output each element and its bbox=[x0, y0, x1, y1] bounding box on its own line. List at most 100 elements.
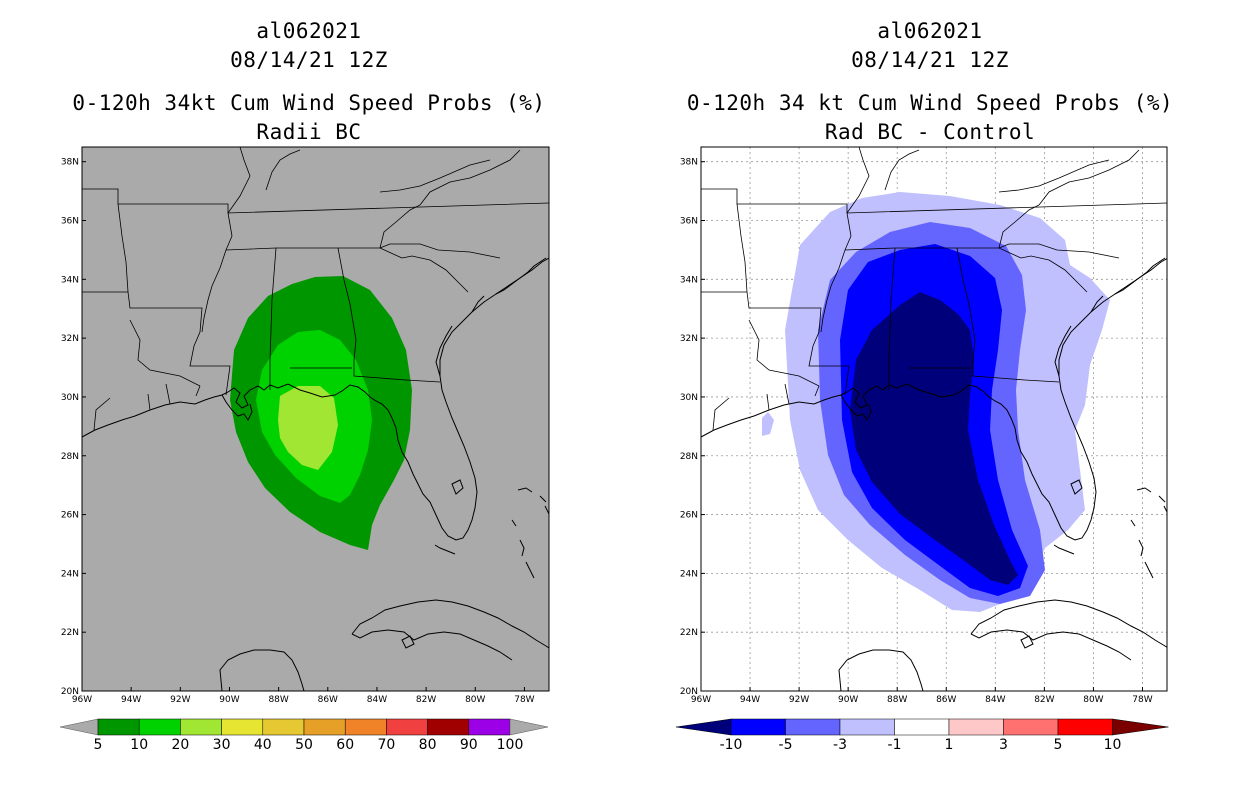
prob-contour-20pct bbox=[278, 386, 338, 470]
lon-label: 82W bbox=[1034, 695, 1054, 705]
colorbar-label: 40 bbox=[254, 737, 272, 753]
colorbar-swatch bbox=[344, 718, 387, 736]
right-map-frame bbox=[700, 146, 1168, 692]
lat-label: 24N bbox=[61, 569, 79, 579]
colorbar-low-arrow bbox=[59, 718, 99, 736]
colorbar-high-arrow bbox=[509, 718, 549, 736]
colorbar-label: 10 bbox=[1104, 737, 1122, 753]
right-map-axes: 96W 94W 92W 90W 88W 86W 84W 82W 80W 78W 20N 22N 24N 2… bbox=[680, 158, 1153, 705]
diff-contour-minus10 bbox=[850, 292, 1018, 585]
left-map: 96W 94W 92W 90W 88W 86W 84W 82W 80W 78W 20N 22N 24N 2… bbox=[61, 146, 550, 705]
right-storm-id: al062021 bbox=[877, 19, 983, 43]
colorbar-swatch bbox=[97, 718, 140, 736]
colorbar-label: 30 bbox=[213, 737, 231, 753]
lon-label: 90W bbox=[219, 695, 239, 705]
lat-label: 28N bbox=[680, 452, 698, 462]
lat-label: 36N bbox=[680, 217, 698, 227]
lat-label: 26N bbox=[680, 511, 698, 521]
lat-label: 34N bbox=[61, 275, 79, 285]
lon-label: 94W bbox=[121, 695, 141, 705]
colorbar-swatch bbox=[427, 718, 470, 736]
colorbar-label: 50 bbox=[295, 737, 313, 753]
left-subtitle: Radii BC bbox=[256, 120, 362, 144]
colorbar-low-arrow bbox=[675, 718, 732, 736]
colorbar-label: 20 bbox=[171, 737, 189, 753]
colorbar-high-arrow bbox=[1112, 718, 1169, 736]
lon-label: 96W bbox=[72, 695, 92, 705]
left-title: 0-120h 34kt Cum Wind Speed Probs (%) bbox=[72, 91, 546, 115]
left-map-axes: 96W 94W 92W 90W 88W 86W 84W 82W 80W 78W 20N 22N 24N 2… bbox=[61, 158, 535, 705]
lat-label: 24N bbox=[680, 569, 698, 579]
lat-label: 38N bbox=[61, 158, 79, 168]
lon-label: 78W bbox=[514, 695, 534, 705]
right-panel-title: al062021 08/14/21 12Z 0-120h 34 kt Cum W… bbox=[660, 17, 1200, 147]
lon-label: 82W bbox=[416, 695, 436, 705]
colorbar-label: 80 bbox=[419, 737, 437, 753]
lon-label: 80W bbox=[1083, 695, 1103, 705]
colorbar-label: -3 bbox=[833, 737, 847, 753]
colorbar-swatch bbox=[1003, 718, 1059, 736]
colorbar-swatch bbox=[262, 718, 305, 736]
colorbar-swatch bbox=[785, 718, 841, 736]
colorbar-label: 5 bbox=[94, 737, 103, 753]
colorbar-swatch bbox=[180, 718, 222, 736]
colorbar-swatch bbox=[386, 718, 428, 736]
lat-label: 36N bbox=[61, 217, 79, 227]
lon-label: 96W bbox=[691, 695, 711, 705]
colorbar-swatch bbox=[894, 718, 950, 736]
lon-label: 84W bbox=[985, 695, 1005, 705]
left-storm-id: al062021 bbox=[256, 19, 362, 43]
colorbar-label: 70 bbox=[377, 737, 395, 753]
lon-label: 88W bbox=[887, 695, 907, 705]
left-colorbar: 5 10 20 30 40 50 60 70 80 90 100 bbox=[59, 718, 549, 753]
colorbar-label: -1 bbox=[888, 737, 902, 753]
lon-label: 86W bbox=[318, 695, 338, 705]
lon-label: 80W bbox=[465, 695, 485, 705]
colorbar-label: 5 bbox=[1054, 737, 1063, 753]
right-map: 96W 94W 92W 90W 88W 86W 84W 82W 80W 78W 20N 22N 24N 2… bbox=[680, 146, 1168, 705]
lat-label: 20N bbox=[680, 687, 698, 697]
lat-label: 28N bbox=[61, 452, 79, 462]
colorbar-label: 10 bbox=[130, 737, 148, 753]
colorbar-swatch bbox=[303, 718, 346, 736]
lat-label: 20N bbox=[61, 687, 79, 697]
lon-label: 92W bbox=[170, 695, 190, 705]
lon-label: 86W bbox=[936, 695, 956, 705]
colorbar-swatch bbox=[839, 718, 895, 736]
lat-label: 30N bbox=[680, 393, 698, 403]
lon-label: 92W bbox=[789, 695, 809, 705]
colorbar-label: 90 bbox=[460, 737, 478, 753]
lat-label: 30N bbox=[61, 393, 79, 403]
lon-label: 94W bbox=[740, 695, 760, 705]
lat-label: 32N bbox=[61, 334, 79, 344]
colorbar-swatch bbox=[468, 718, 511, 736]
colorbar-swatch bbox=[1057, 718, 1113, 736]
colorbar-label: 60 bbox=[336, 737, 354, 753]
lat-label: 34N bbox=[680, 275, 698, 285]
lat-label: 38N bbox=[680, 158, 698, 168]
lon-label: 90W bbox=[838, 695, 858, 705]
lat-label: 26N bbox=[61, 511, 79, 521]
colorbar-swatch bbox=[730, 718, 786, 736]
colorbar-label: 1 bbox=[945, 737, 954, 753]
left-panel-title: al062021 08/14/21 12Z 0-120h 34kt Cum Wi… bbox=[60, 17, 558, 147]
colorbar-label: 100 bbox=[497, 737, 524, 753]
right-title: 0-120h 34 kt Cum Wind Speed Probs (%) bbox=[686, 91, 1174, 115]
right-colorbar: -10 -5 -3 -1 1 3 5 10 bbox=[675, 718, 1169, 753]
colorbar-label: -10 bbox=[720, 737, 743, 753]
diff-contour-minus1-isolated bbox=[762, 412, 774, 436]
lat-label: 22N bbox=[680, 628, 698, 638]
lon-label: 88W bbox=[268, 695, 288, 705]
lon-label: 78W bbox=[1132, 695, 1152, 705]
colorbar-swatch bbox=[948, 718, 1004, 736]
right-subtitle: Rad BC - Control bbox=[824, 120, 1036, 144]
left-map-frame bbox=[81, 146, 550, 692]
colorbar-swatch bbox=[221, 718, 264, 736]
colorbar-label: -5 bbox=[779, 737, 793, 753]
left-datetime: 08/14/21 12Z bbox=[230, 48, 388, 72]
lat-label: 32N bbox=[680, 334, 698, 344]
colorbar-swatch bbox=[138, 718, 181, 736]
right-datetime: 08/14/21 12Z bbox=[851, 48, 1009, 72]
lon-label: 84W bbox=[367, 695, 387, 705]
